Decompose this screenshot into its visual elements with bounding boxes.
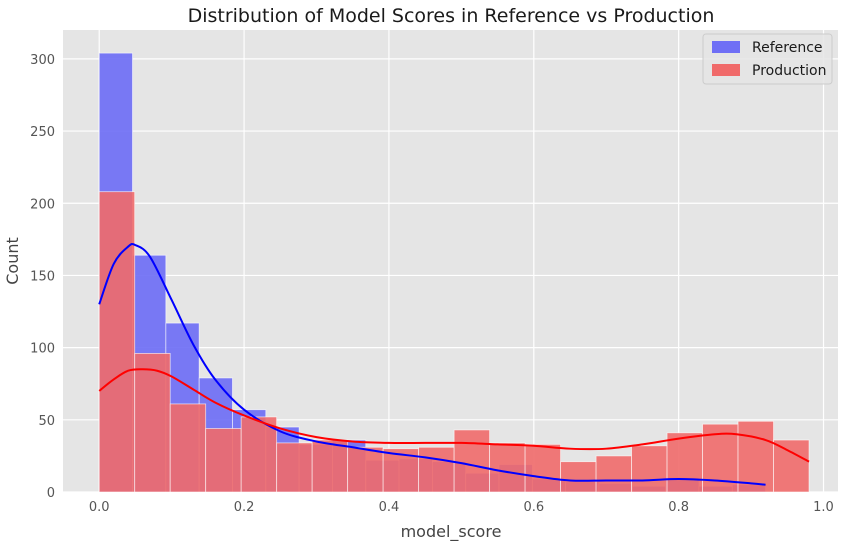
y-tick-label: 100 — [30, 342, 55, 357]
x-tick-label: 0.4 — [379, 500, 400, 515]
legend-label-production: Production — [752, 63, 826, 79]
y-tick-label: 200 — [30, 197, 55, 212]
production-bar — [560, 461, 597, 493]
axes: 0 50 100 150 200 250 300 0.0 0.2 0.4 0.6 0.8 1.0 — [30, 53, 834, 515]
y-tick-label: 0 — [47, 486, 55, 501]
legend-swatch-production — [712, 64, 740, 76]
y-tick-label: 250 — [30, 125, 55, 140]
y-tick-label: 150 — [30, 269, 55, 284]
production-bar — [418, 446, 455, 493]
x-tick-label: 0.0 — [89, 500, 110, 515]
chart-title: Distribution of Model Scores in Referenc… — [188, 5, 715, 27]
y-tick-label: 50 — [38, 414, 55, 429]
production-bar — [453, 429, 491, 493]
production-bar — [773, 439, 810, 493]
production-bar — [631, 445, 668, 493]
x-tick-label: 1.0 — [813, 500, 834, 515]
production-bar — [737, 420, 774, 493]
production-bar — [311, 439, 349, 493]
y-tick-label: 300 — [30, 53, 55, 68]
y-axis-label: Count — [3, 237, 22, 285]
production-bar — [134, 352, 171, 493]
histogram-bars — [98, 52, 810, 493]
production-bar — [489, 442, 526, 493]
legend-swatch-reference — [712, 41, 740, 53]
production-bar — [666, 432, 703, 493]
production-bar — [347, 446, 384, 493]
production-bar — [98, 191, 136, 493]
legend: Reference Production — [702, 33, 833, 85]
x-tick-label: 0.8 — [668, 500, 689, 515]
legend-label-reference: Reference — [752, 40, 823, 56]
x-axis-label: model_score — [401, 522, 502, 542]
production-bar — [524, 443, 561, 493]
production-bar — [169, 403, 207, 493]
kde-curves — [98, 243, 810, 486]
production-bar — [276, 442, 313, 493]
production-kde-line — [98, 368, 810, 463]
production-bar — [595, 455, 632, 493]
production-bar — [205, 428, 242, 493]
x-tick-label: 0.2 — [234, 500, 255, 515]
x-tick-label: 0.6 — [523, 500, 544, 515]
production-bar — [240, 416, 278, 493]
reference-kde-line — [98, 243, 766, 486]
